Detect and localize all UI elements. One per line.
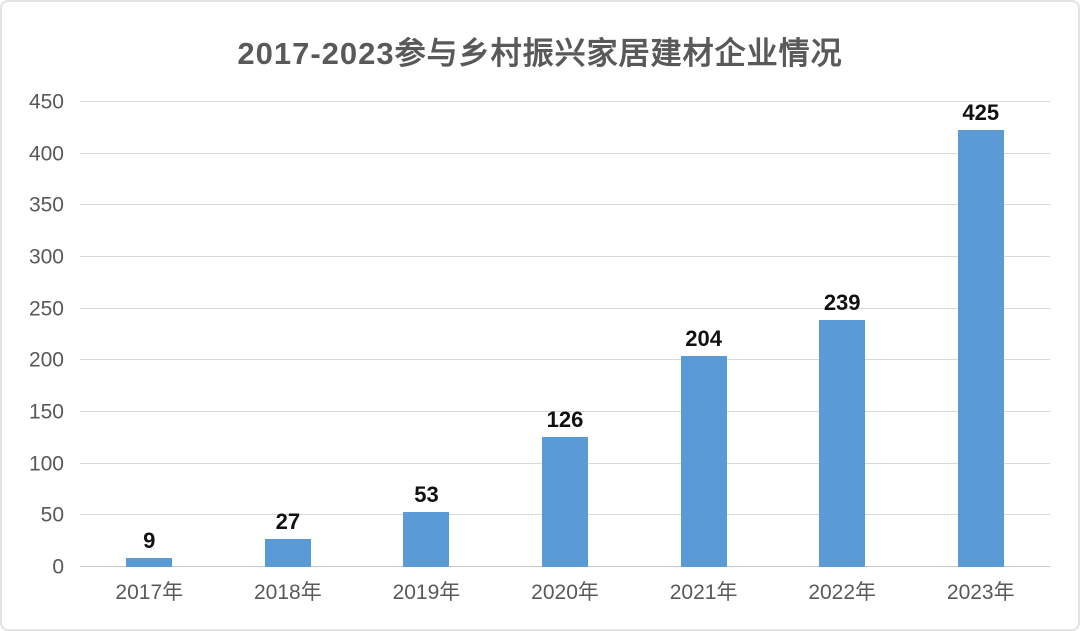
- bar: [542, 436, 589, 567]
- plot-area: 9 27 53 126 204 239 425: [80, 101, 1050, 567]
- bar-column: 53: [357, 102, 496, 567]
- y-tick-label: 200: [28, 348, 64, 372]
- x-tick-label: 2023年: [946, 581, 1015, 604]
- bar-column: 9: [80, 102, 219, 567]
- y-tick-label: 300: [28, 245, 64, 269]
- y-tick-label: 0: [52, 555, 64, 579]
- bar: [403, 512, 450, 567]
- x-tick-label: 2018年: [254, 581, 322, 604]
- y-tick-label: 450: [28, 90, 64, 114]
- y-tick-label: 250: [28, 297, 64, 321]
- bar-column: 239: [773, 102, 912, 567]
- bar-column: 204: [634, 102, 773, 567]
- y-tick-label: 350: [28, 193, 64, 217]
- bar: [957, 130, 1004, 567]
- x-tick-label: 2020年: [531, 581, 599, 604]
- bar-value-label: 239: [823, 290, 861, 316]
- bar: [264, 539, 311, 567]
- bars: 9 27 53 126 204 239 425: [80, 102, 1050, 567]
- bar-value-label: 126: [546, 406, 584, 432]
- gridline: [80, 307, 1050, 309]
- bar-column: 425: [911, 102, 1050, 567]
- y-tick-label: 50: [40, 503, 64, 527]
- bar-value-label: 204: [685, 326, 722, 352]
- x-tick-label: 2017年: [115, 581, 184, 604]
- bar-value-label: 425: [962, 100, 1000, 125]
- gridline: [80, 204, 1050, 206]
- y-axis: 0 50 100 150 200 250 300 350 400 450: [2, 92, 72, 578]
- gridline: [80, 256, 1050, 258]
- gridline: [80, 152, 1050, 154]
- gridline: [80, 101, 1050, 102]
- x-axis: 2017年 2018年 2019年 2020年 2021年 2022年 2023年: [80, 568, 1050, 603]
- gridline: [80, 411, 1050, 413]
- x-tick-label: 2022年: [808, 581, 877, 604]
- y-tick-label: 150: [28, 400, 64, 424]
- chart-title: 2017-2023参与乡村振兴家居建材企业情况: [237, 36, 843, 71]
- y-tick-label: 100: [28, 452, 64, 476]
- bar: [819, 320, 866, 567]
- gridline: [80, 359, 1050, 361]
- bar-column: 27: [219, 102, 358, 567]
- y-tick-label: 400: [28, 142, 64, 166]
- bar-value-label: 53: [414, 482, 439, 508]
- bar-value-label: 27: [275, 509, 301, 535]
- bar-value-label: 9: [143, 527, 156, 553]
- bar-column: 126: [496, 102, 635, 567]
- bar: [680, 356, 727, 567]
- x-tick-label: 2019年: [392, 581, 461, 604]
- x-tick-label: 2021年: [669, 581, 738, 604]
- bar: [126, 557, 173, 567]
